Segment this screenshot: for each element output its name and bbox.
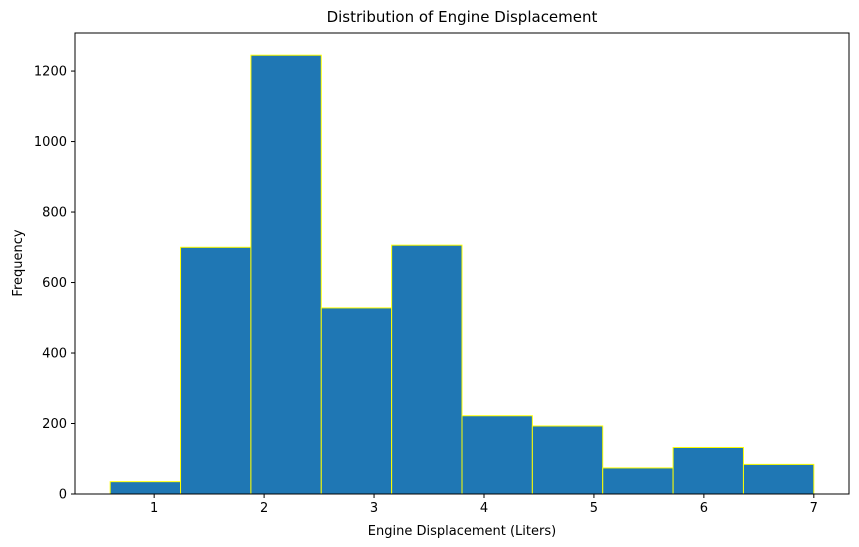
histogram-bar-2 (250, 54, 322, 495)
y-tick-label-6: 1200 (34, 65, 67, 80)
y-tick-label-1: 200 (42, 417, 67, 432)
x-tick-label-1: 2 (260, 501, 268, 516)
y-axis-label: Frequency (11, 229, 26, 296)
x-tick-label-6: 7 (810, 501, 818, 516)
x-axis-ticks: 1 2 3 4 5 6 7 (150, 494, 818, 516)
bars-group (109, 54, 815, 495)
y-tick-label-3: 600 (42, 276, 67, 291)
y-tick-label-4: 800 (42, 206, 67, 221)
x-tick-label-2: 3 (370, 501, 378, 516)
x-tick-label-0: 1 (150, 501, 158, 516)
histogram-bar-5 (461, 415, 533, 495)
y-axis-ticks: 0 200 400 600 800 1000 1200 (34, 65, 75, 503)
histogram-bar-4 (391, 244, 463, 495)
histogram-bar-6 (531, 425, 604, 495)
histogram-bar-3 (320, 307, 393, 495)
y-tick-label-0: 0 (59, 488, 67, 503)
histogram-bar-7 (602, 467, 674, 495)
x-tick-label-4: 5 (590, 501, 598, 516)
plot-frame (74, 32, 850, 495)
histogram-bar-8 (672, 446, 744, 495)
histogram-bar-9 (742, 463, 815, 495)
x-tick-label-5: 6 (700, 501, 708, 516)
y-tick-label-5: 1000 (34, 135, 67, 150)
chart-title: Distribution of Engine Displacement (327, 8, 598, 26)
y-tick-label-2: 400 (42, 347, 67, 362)
histogram-bar-1 (180, 246, 252, 495)
x-tick-label-3: 4 (480, 501, 488, 516)
x-axis-label: Engine Displacement (Liters) (368, 524, 556, 539)
histogram-bar-0 (109, 481, 182, 495)
